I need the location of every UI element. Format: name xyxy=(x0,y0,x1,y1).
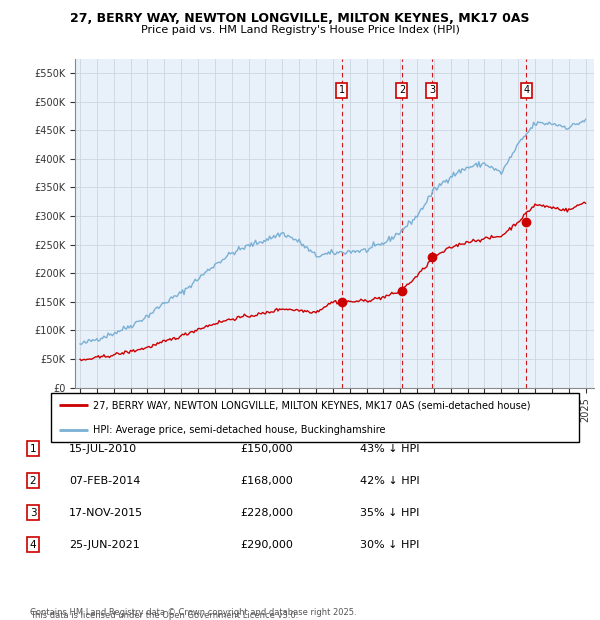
Text: HPI: Average price, semi-detached house, Buckinghamshire: HPI: Average price, semi-detached house,… xyxy=(94,425,386,435)
Text: 1: 1 xyxy=(29,444,37,454)
Text: £290,000: £290,000 xyxy=(240,540,293,550)
Text: 43% ↓ HPI: 43% ↓ HPI xyxy=(360,444,419,454)
Text: Price paid vs. HM Land Registry's House Price Index (HPI): Price paid vs. HM Land Registry's House … xyxy=(140,25,460,35)
Text: 35% ↓ HPI: 35% ↓ HPI xyxy=(360,508,419,518)
Text: 42% ↓ HPI: 42% ↓ HPI xyxy=(360,476,419,486)
Text: 3: 3 xyxy=(429,86,435,95)
Text: 3: 3 xyxy=(29,508,37,518)
Text: 4: 4 xyxy=(29,540,37,550)
Text: 2: 2 xyxy=(29,476,37,486)
Text: This data is licensed under the Open Government Licence v3.0.: This data is licensed under the Open Gov… xyxy=(30,611,298,620)
FancyBboxPatch shape xyxy=(50,392,580,442)
Text: 07-FEB-2014: 07-FEB-2014 xyxy=(69,476,140,486)
Text: Contains HM Land Registry data © Crown copyright and database right 2025.: Contains HM Land Registry data © Crown c… xyxy=(30,608,356,617)
Text: 2: 2 xyxy=(399,86,405,95)
Text: 1: 1 xyxy=(339,86,345,95)
Text: 27, BERRY WAY, NEWTON LONGVILLE, MILTON KEYNES, MK17 0AS (semi-detached house): 27, BERRY WAY, NEWTON LONGVILLE, MILTON … xyxy=(94,401,531,410)
Text: 27, BERRY WAY, NEWTON LONGVILLE, MILTON KEYNES, MK17 0AS: 27, BERRY WAY, NEWTON LONGVILLE, MILTON … xyxy=(70,12,530,25)
Text: £150,000: £150,000 xyxy=(240,444,293,454)
Text: 25-JUN-2021: 25-JUN-2021 xyxy=(69,540,140,550)
Text: £228,000: £228,000 xyxy=(240,508,293,518)
Text: 15-JUL-2010: 15-JUL-2010 xyxy=(69,444,137,454)
Text: £168,000: £168,000 xyxy=(240,476,293,486)
Text: 17-NOV-2015: 17-NOV-2015 xyxy=(69,508,143,518)
Text: 4: 4 xyxy=(523,86,529,95)
Text: 30% ↓ HPI: 30% ↓ HPI xyxy=(360,540,419,550)
